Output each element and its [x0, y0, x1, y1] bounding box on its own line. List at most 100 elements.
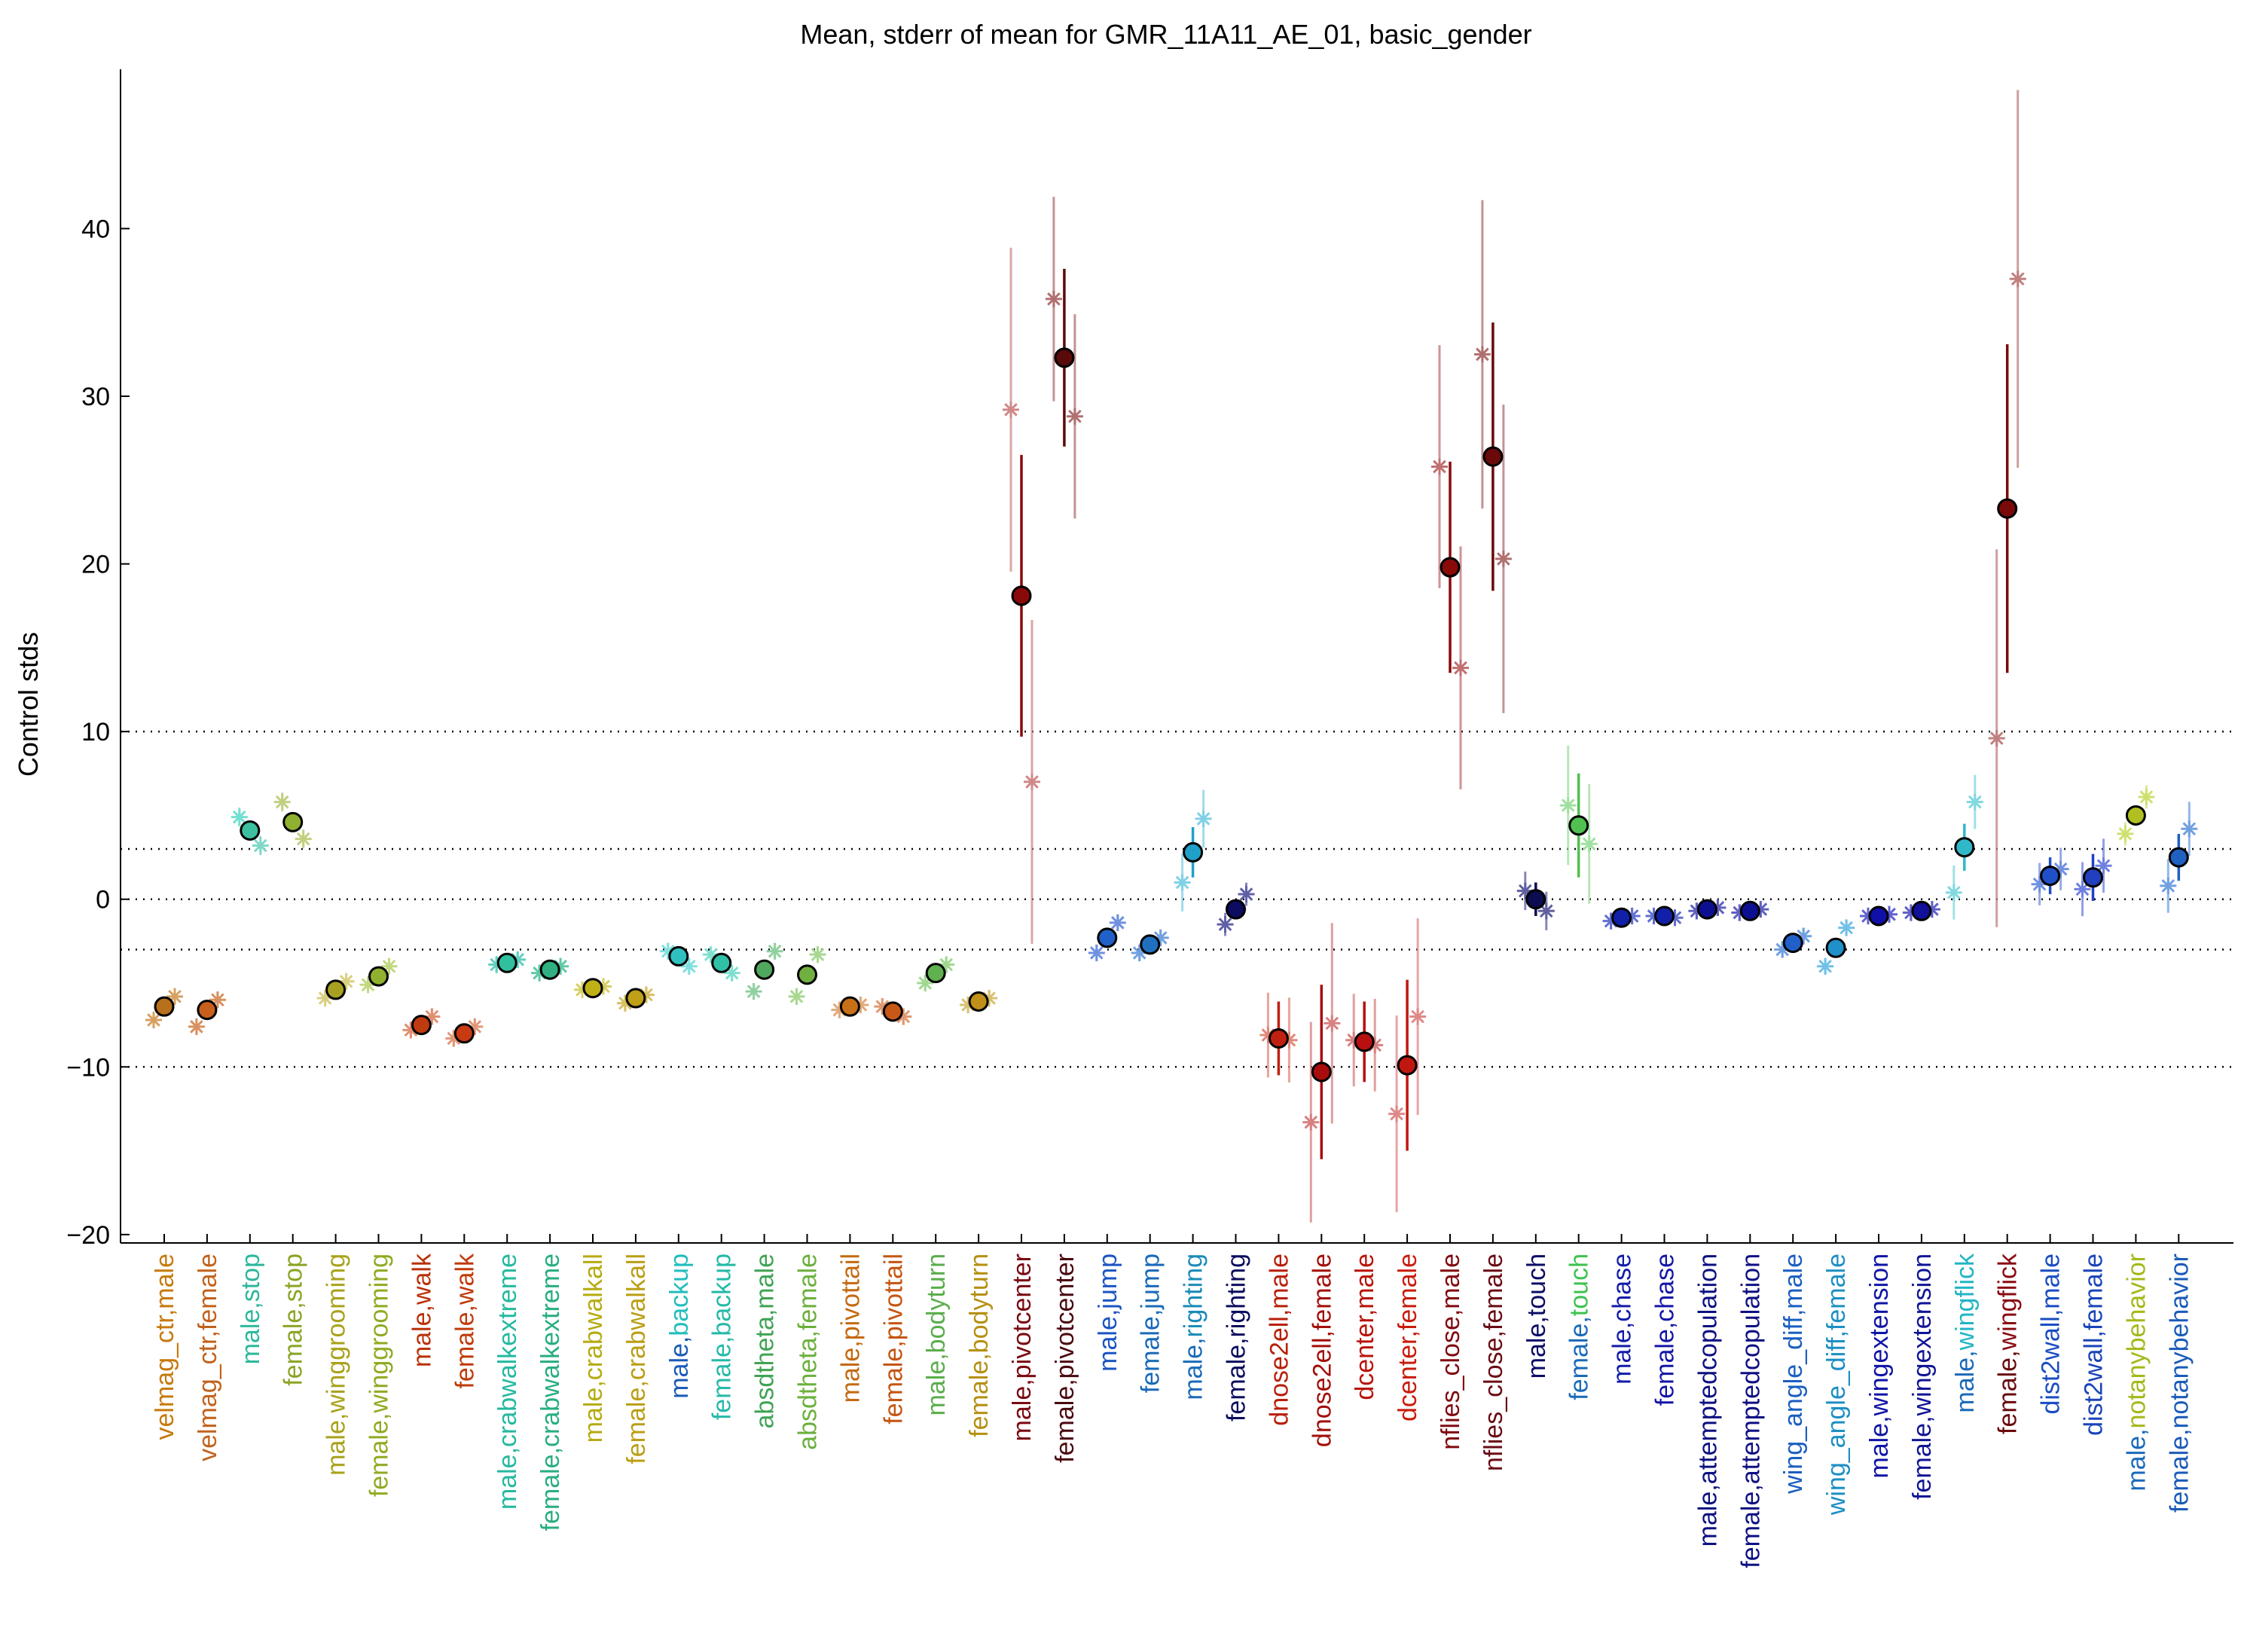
data-point-group — [917, 956, 955, 992]
x-tick-label: female,bodyturn — [965, 1254, 994, 1437]
mean-marker — [882, 1001, 903, 1022]
mean-marker — [754, 959, 775, 980]
x-tick-label: male,bodyturn — [922, 1254, 951, 1415]
control-star-marker — [1988, 730, 2005, 747]
control-star-marker — [231, 808, 248, 826]
data-point-group — [659, 942, 698, 975]
x-tick-label: male,pivottail — [836, 1254, 865, 1403]
data-point-group — [1088, 914, 1126, 962]
control-star-marker — [1817, 957, 1834, 975]
x-tick-label: male,wingextension — [1865, 1254, 1894, 1479]
mean-marker — [2083, 867, 2103, 888]
x-tick-label: dist2wall,male — [2037, 1254, 2065, 1415]
control-star-marker — [1195, 810, 1212, 827]
control-star-marker — [1537, 902, 1555, 920]
x-tick-label: male,righting — [1180, 1254, 1208, 1400]
x-tick-label: nflies_close,female — [1479, 1254, 1508, 1471]
x-tick-label: male,walk — [408, 1253, 436, 1367]
control-star-marker — [273, 793, 291, 811]
control-star-marker — [380, 957, 398, 975]
mean-marker — [1911, 900, 1932, 921]
control-star-marker — [1838, 919, 1855, 936]
control-star-marker — [809, 946, 826, 963]
chart-marks — [145, 90, 2198, 1223]
data-point-group — [1431, 345, 1469, 789]
data-point-group — [1559, 745, 1598, 904]
control-star-marker — [2181, 820, 2198, 838]
x-tick-label: female,pivotcenter — [1051, 1254, 1079, 1463]
x-tick-label: female,crabwalkextreme — [536, 1254, 565, 1531]
mean-marker — [1525, 889, 1546, 910]
x-tick-label: female,crabwalkall — [622, 1254, 651, 1464]
mean-marker — [1311, 1061, 1332, 1083]
mean-marker — [1482, 446, 1504, 467]
data-point-group — [960, 989, 998, 1014]
data-point-group — [1817, 919, 1855, 975]
x-tick-label: female,righting — [1223, 1254, 1251, 1421]
control-star-marker — [1945, 884, 1962, 901]
control-star-marker — [2074, 881, 2091, 898]
x-tick-label: male,winggrooming — [322, 1254, 351, 1476]
x-tick-label: wing_angle_diff,male — [1779, 1254, 1808, 1495]
x-tick-label: female,jump — [1137, 1254, 1165, 1393]
control-star-marker — [1003, 401, 1019, 418]
mean-marker — [240, 820, 261, 841]
data-point-group — [359, 957, 398, 994]
control-star-marker — [295, 830, 312, 847]
x-tick-label: male,jump — [1094, 1254, 1122, 1372]
data-point-group — [1302, 923, 1341, 1223]
data-point-group — [1473, 200, 1512, 713]
x-tick-label: male,notanybehavior — [2122, 1254, 2151, 1492]
control-star-marker — [1024, 773, 1040, 790]
data-point-group — [1902, 900, 1940, 921]
control-star-marker — [1066, 408, 1083, 425]
control-star-marker — [1217, 916, 1234, 933]
mean-marker — [1954, 837, 1975, 858]
x-tick-label: wing_angle_diff,female — [1822, 1254, 1851, 1516]
x-tick-label: female,attemptedcopulation — [1736, 1254, 1765, 1568]
control-star-marker — [723, 964, 740, 982]
x-tick-label: female,backup — [708, 1254, 737, 1420]
mean-marker — [1440, 557, 1461, 578]
mean-marker — [625, 988, 646, 1009]
data-point-group — [1345, 994, 1384, 1092]
y-tick-label: −20 — [66, 1221, 110, 1250]
mean-marker — [1226, 899, 1246, 920]
x-tick-label: male,pivotcenter — [1008, 1254, 1037, 1441]
control-star-marker — [1131, 944, 1148, 961]
mean-marker — [1054, 347, 1075, 368]
x-tick-label: female,walk — [450, 1253, 479, 1389]
control-star-marker — [423, 1008, 441, 1025]
control-star-marker — [745, 983, 762, 1000]
x-tick-label: female,winggrooming — [365, 1254, 394, 1497]
mean-marker — [2125, 805, 2146, 826]
mean-marker — [797, 964, 817, 985]
y-tick-label: 10 — [81, 718, 110, 747]
mean-marker — [1097, 927, 1118, 948]
data-point-group — [1131, 929, 1169, 962]
data-point-group — [273, 792, 312, 849]
data-point-group — [1860, 905, 1898, 927]
x-tick-label: male,stop — [237, 1254, 265, 1364]
control-star-marker — [252, 837, 269, 854]
y-tick-label: 20 — [81, 551, 110, 579]
y-ticks: −20 −10 0 10 20 30 40 — [66, 215, 130, 1250]
control-star-marker — [1324, 1015, 1341, 1032]
y-axis-label: Control stds — [13, 632, 44, 777]
control-star-marker — [188, 1018, 205, 1035]
mean-marker — [925, 963, 946, 984]
mean-marker — [325, 979, 347, 1000]
mean-marker — [968, 991, 989, 1012]
x-tick-label: male,crabwalkall — [579, 1254, 608, 1443]
mean-marker — [839, 996, 860, 1017]
x-tick-label: male,backup — [665, 1254, 694, 1399]
control-star-marker — [1088, 944, 1105, 961]
mean-marker — [282, 811, 304, 832]
x-tick-label: dist2wall,female — [2080, 1254, 2108, 1436]
mean-marker — [1611, 907, 1632, 928]
y-tick-label: 0 — [96, 886, 110, 915]
x-tick-label: male,crabwalkextreme — [493, 1254, 522, 1510]
control-star-marker — [1302, 1113, 1320, 1131]
data-point-group — [788, 946, 826, 1005]
mean-marker — [453, 1023, 475, 1044]
